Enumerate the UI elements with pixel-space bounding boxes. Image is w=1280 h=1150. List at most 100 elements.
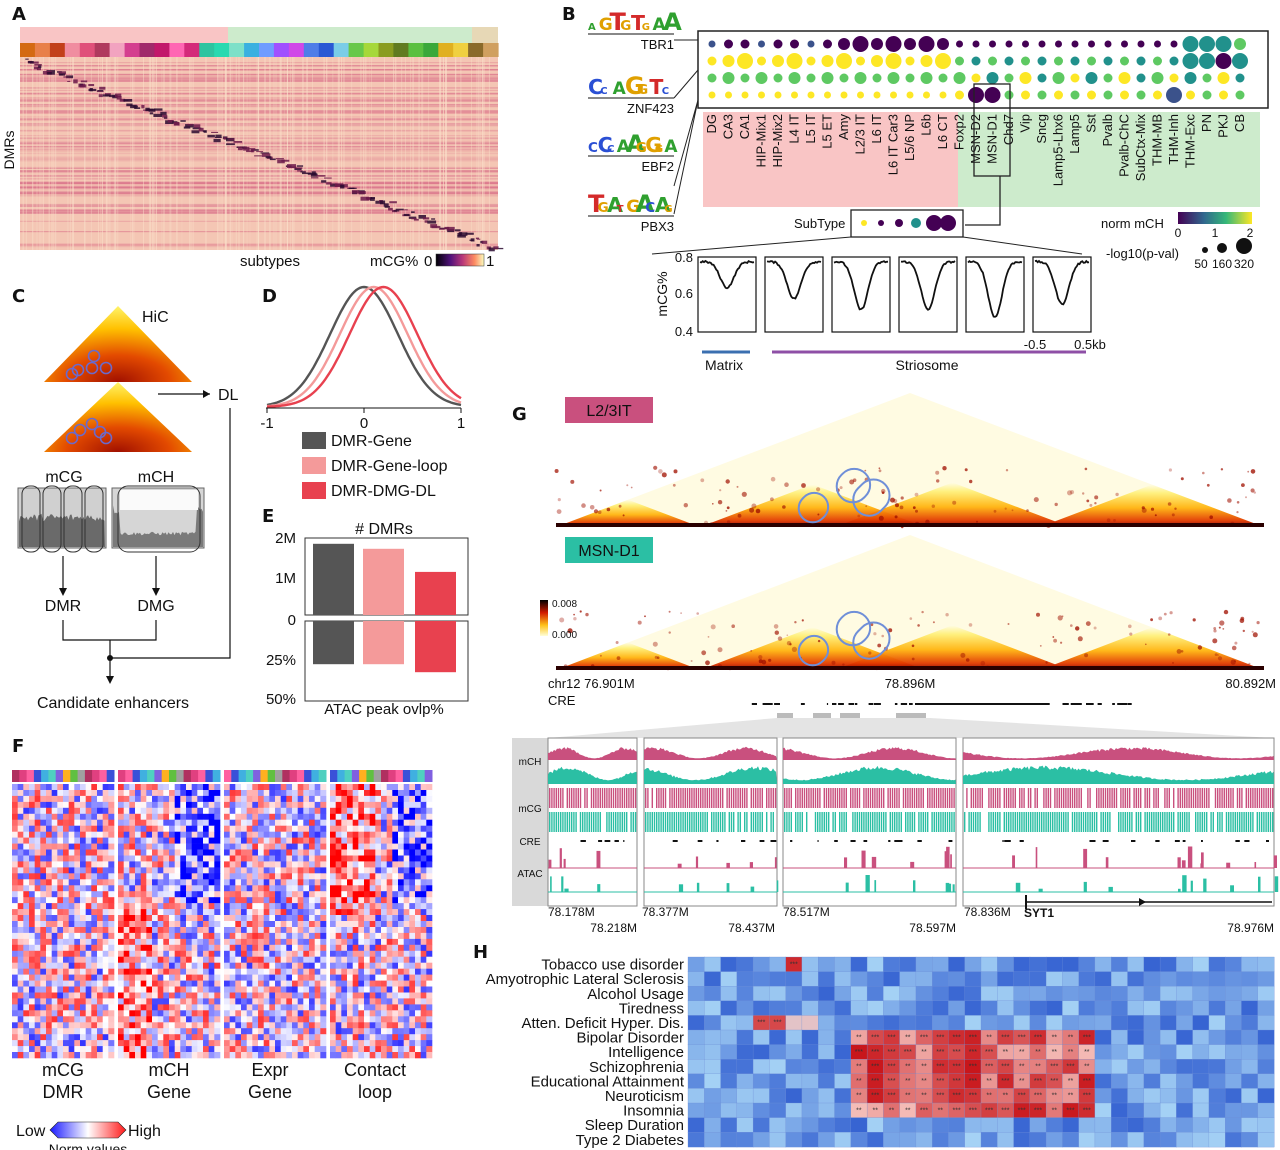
f-heat-cell [102,837,109,844]
f-heat-cell [258,962,264,969]
f-heat-cell [174,986,181,993]
f-heat-cell [398,909,404,916]
f-heat-cell [358,921,365,928]
heatmap-diagonal-block [247,148,256,150]
f-heat-cell [309,992,315,999]
mcg-bar-l23 [1047,788,1049,808]
f-heat-cell [140,932,147,940]
f-heat-cell [246,1010,253,1017]
f-heat-cell [140,986,147,993]
f-heat-cell [375,1022,382,1029]
f-heat-cell [224,831,230,838]
f-heat-cell [135,1010,141,1017]
hic-speckle [725,479,730,484]
hic-speckle [1213,629,1217,633]
merge-dot [107,655,113,661]
f-heat-cell [375,861,382,868]
f-heat-cell [292,891,298,898]
f-heat-cell [186,819,192,826]
subtype-label: Amy [836,114,851,141]
f-heat-cell [341,867,348,874]
hic-speckle [878,467,881,470]
mcg-bar-msn [799,812,801,832]
mcg-bar-msn [889,812,891,832]
f-heat-cell [303,1010,310,1017]
motif-dot [937,38,949,50]
f-heat-cell [320,879,327,886]
f-heat-cell [364,1028,370,1035]
subtype-color-cell [20,43,36,57]
f-heat-cell [85,843,92,850]
f-heat-cell [17,849,24,856]
f-heat-cell [46,1010,52,1017]
f-heat-cell [146,831,153,838]
motif-dot [757,56,766,66]
f-heat-cell [426,807,433,815]
subtype-label: L6b [919,114,934,136]
f-heat-cell [246,909,253,916]
mcg-bar-l23 [898,788,900,808]
f-heat-cell [292,1016,298,1023]
f-heat-cell [140,885,147,892]
f-heat-cell [229,962,236,969]
f-heat-cell [246,992,253,999]
hic-speckle [1085,621,1091,626]
motif-dot [725,91,732,99]
f-heat-cell [320,921,327,928]
f-heat-cell [235,897,242,904]
f-heat-cell [392,986,399,993]
motif-dot [989,40,996,48]
subtype-color-cell [154,43,170,57]
f-heat-cell [426,813,433,821]
f-col-label-line1: mCH [149,1060,190,1080]
mcg-bar-msn [1043,812,1045,832]
f-heat-cell [320,801,327,809]
f-heat-cell [68,1010,75,1017]
dmr-label: DMR [45,598,81,615]
f-heat-cell [369,801,376,809]
f-heat-cell [275,795,281,803]
f-heat-cell [392,837,399,844]
mcg-bar-l23 [997,788,999,808]
f-heat-cell [191,938,198,946]
heatmap-diagonal-block [494,247,504,250]
f-heat-cell [102,813,109,821]
mcg-bar-l23 [788,788,790,808]
f-heat-cell [163,932,170,940]
f-heat-cell [23,795,30,803]
f-heat-cell [180,837,187,844]
hic-speckle [873,632,877,636]
f-heat-cell [68,831,75,838]
f-heat-cell [252,962,259,969]
f-heat-cell [314,825,321,832]
heatmap-col-stripe [257,57,260,250]
f-heat-cell [352,849,359,856]
f-heat-cell [157,992,164,999]
f-heat-cell [68,825,75,832]
f-heat-cell [381,801,387,809]
f-heat-cell [34,974,41,981]
f-heat-cell [235,986,242,993]
f-heat-cell [286,962,293,969]
f-heat-cell [108,825,115,832]
f-heat-cell [163,867,170,874]
f-heat-cell [303,1034,310,1041]
heatmap-diagonal-block [335,183,344,187]
atac-peak-l23 [695,856,699,868]
f-heat-cell [358,998,365,1005]
mcg-bar-msn [691,812,693,832]
f-heat-cell [275,932,281,940]
f-heat-cell [286,968,293,975]
f-heat-cell [146,974,153,981]
f-heat-cell [29,980,35,987]
mcg-bar-msn [858,812,861,832]
striosome-label: Striosome [895,357,958,373]
f-heat-cell [163,974,170,981]
f-heat-cell [118,1022,124,1029]
f-heat-cell [246,885,253,892]
f-heat-cell [40,1028,47,1035]
heatmap-diagonal-block [58,71,66,75]
f-color-cell [190,770,199,782]
f-heat-cell [146,873,153,880]
mcg-bar-l23 [878,788,880,808]
